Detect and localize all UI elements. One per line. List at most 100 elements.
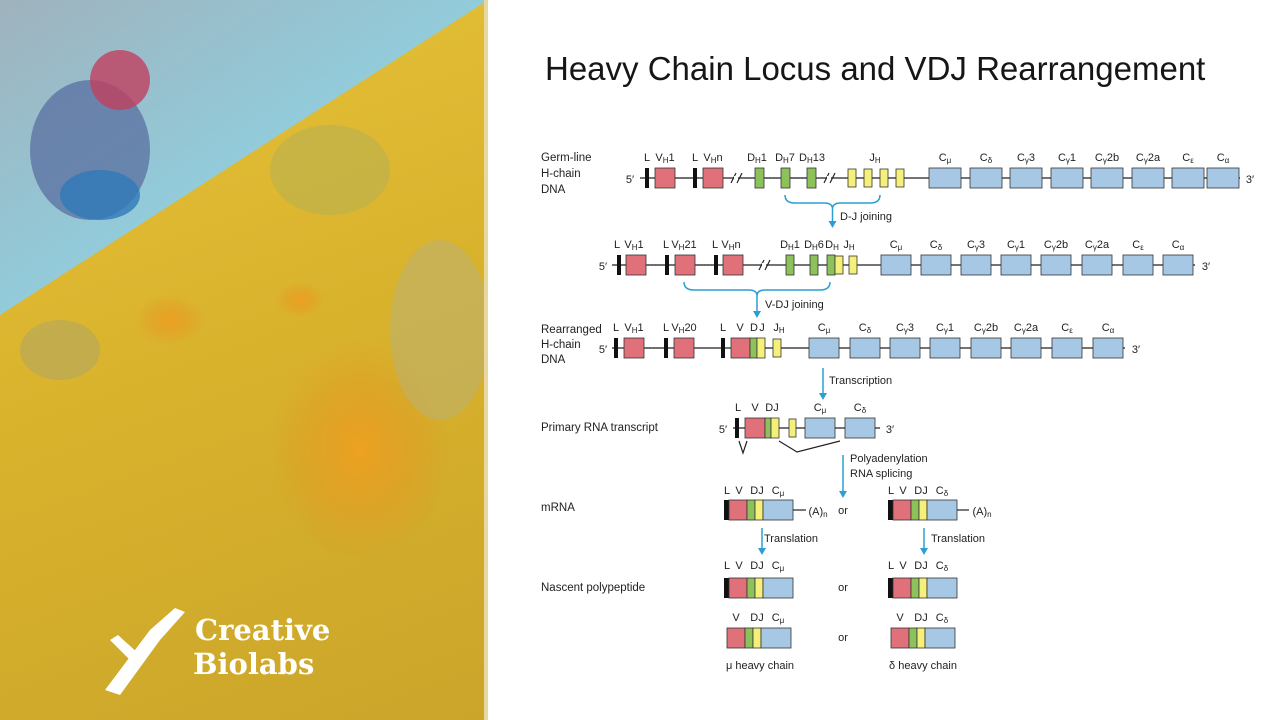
label-sub: n (987, 510, 991, 519)
segment (654, 167, 676, 189)
label-base: C (1102, 322, 1110, 334)
leader (724, 500, 729, 520)
segment (970, 337, 1002, 359)
gene-label: VH21 (671, 239, 696, 252)
label: 5′ (626, 174, 634, 186)
label-base: C (967, 239, 975, 251)
label: 3′ (1202, 261, 1210, 273)
segment (749, 337, 758, 359)
segment (924, 627, 956, 649)
gene-label: DH1 (747, 152, 767, 165)
label-base: J (869, 152, 875, 164)
label-base: DJ (914, 560, 927, 572)
gene-label: L (663, 322, 669, 334)
label-base: C (1132, 239, 1140, 251)
label-base: C (814, 402, 822, 414)
label: 3′ (886, 424, 894, 436)
gene-label: VHn (721, 239, 740, 252)
label-sub: γ (1025, 156, 1029, 165)
label-base: V (703, 152, 711, 164)
label-sub: γ (1103, 156, 1107, 165)
leader (617, 255, 621, 275)
gene-label: Cδ (854, 402, 867, 415)
strand (730, 172, 737, 184)
label-sub: δ (988, 156, 993, 165)
strand (764, 259, 771, 271)
label-base: C (772, 485, 780, 497)
gene-label: L (644, 152, 650, 164)
strand (736, 172, 743, 184)
segment (1051, 337, 1083, 359)
leader (714, 255, 718, 275)
gene-label: DH7 (775, 152, 795, 165)
segment (762, 577, 794, 599)
gene-label: L (724, 485, 730, 497)
label-sub: H (812, 243, 818, 252)
leader (614, 338, 618, 358)
gene-label: Cγ2a (1085, 239, 1110, 252)
segment (780, 167, 791, 189)
label-base: C (818, 322, 826, 334)
label-tail: 3 (979, 239, 985, 251)
label-base: L (720, 322, 726, 334)
segment (890, 627, 910, 649)
label-base: D (780, 239, 788, 251)
segment (863, 168, 873, 188)
segment (880, 254, 912, 276)
label-sub: H (783, 156, 789, 165)
label-base: C (854, 402, 862, 414)
segment (847, 168, 857, 188)
segment (1009, 167, 1043, 189)
gene-label: Cγ1 (1058, 152, 1076, 165)
label-sub: δ (944, 564, 949, 573)
segment (746, 577, 756, 599)
label: Translation (931, 533, 985, 545)
label-sub: H (679, 243, 685, 252)
label-base: V (624, 239, 632, 251)
gene-label: V (735, 485, 743, 497)
label-sub: ε (1069, 326, 1073, 335)
label-base: C (896, 322, 904, 334)
segment (730, 337, 751, 359)
label: Germ-line (541, 152, 591, 164)
label-sub: δ (867, 326, 872, 335)
segment (848, 255, 858, 275)
label-sub: μ (780, 616, 785, 625)
segment (754, 499, 764, 521)
gene-label: V (899, 485, 907, 497)
label-base: C (939, 152, 947, 164)
gene-label: DJ (914, 485, 927, 497)
segment (756, 337, 766, 359)
label: Polyadenylation (850, 453, 928, 465)
label-base: L (644, 152, 650, 164)
label: or (838, 632, 848, 644)
gene-label: VH1 (624, 239, 643, 252)
gene-label: Cα (1102, 322, 1115, 335)
label: DNA (541, 354, 566, 366)
label: 3′ (1246, 174, 1254, 186)
label-sub: ε (1140, 243, 1144, 252)
segment (969, 167, 1003, 189)
segment (674, 254, 696, 276)
gene-label: DJ (765, 402, 778, 414)
label-base: C (772, 560, 780, 572)
label-sub: γ (1015, 243, 1019, 252)
label: Transcription (829, 375, 892, 387)
label-base: D (799, 152, 807, 164)
gene-label: Cδ (859, 322, 872, 335)
segment (746, 499, 756, 521)
label-base: L (663, 239, 669, 251)
label-base: (A) (808, 506, 823, 518)
label-base: C (930, 239, 938, 251)
label-sub: μ (780, 564, 785, 573)
label-tail: 1 (1070, 152, 1076, 164)
segment (1206, 167, 1240, 189)
gene-label: DJ (750, 560, 763, 572)
gene-label: DH6 (804, 239, 824, 252)
segment (892, 577, 912, 599)
segment (808, 337, 840, 359)
label-sub: δ (944, 489, 949, 498)
brace (784, 194, 881, 210)
label: H-chain (541, 168, 581, 180)
